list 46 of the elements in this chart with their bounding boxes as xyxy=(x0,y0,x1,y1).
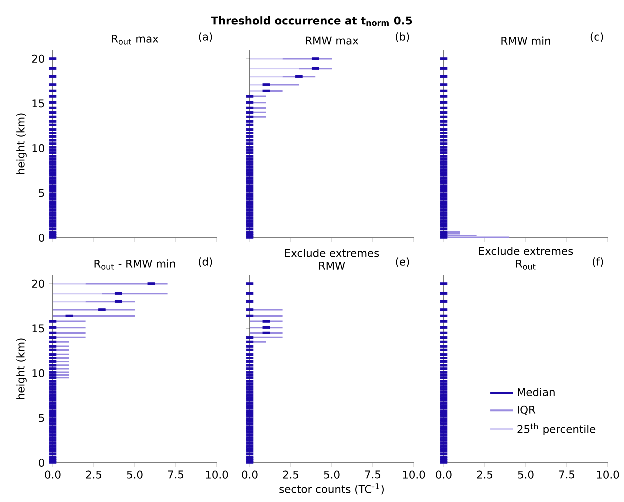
y-axis-title: height (km) xyxy=(16,114,27,174)
x-axis-title: sector counts (TC$^{-1}$) xyxy=(280,484,384,495)
chart-subtitle: RMW xyxy=(319,262,346,270)
chart-title: Exclude extremes xyxy=(479,247,574,256)
y-axis-title: height (km) xyxy=(16,338,27,400)
y-tick-label: 10 xyxy=(32,369,44,378)
chart-title: Threshold occurrence at t$_{norm}$ 0.5 xyxy=(211,16,412,26)
x-tick-label: 5.0 xyxy=(324,470,340,479)
x-tick-label: 0.0 xyxy=(242,470,258,479)
y-tick-label: 5 xyxy=(39,189,44,198)
x-tick-label: 7.5 xyxy=(168,470,184,479)
chart-title: R$_{out}$ - RMW min xyxy=(94,260,176,270)
y-tick-label: 10 xyxy=(32,144,44,152)
text: (d) xyxy=(199,258,212,268)
x-tick-label: 2.5 xyxy=(283,470,299,479)
text: (f) xyxy=(593,258,604,268)
legend-label: Median xyxy=(518,388,555,396)
y-tick-label: 0 xyxy=(39,458,44,468)
text: (a) xyxy=(199,32,212,42)
chart-title: R$_{out}$ max xyxy=(112,35,159,45)
chart-subtitle: R$_{out}$ xyxy=(516,260,536,270)
x-tick-label: 7.5 xyxy=(559,470,575,479)
y-tick-label: 15 xyxy=(32,324,44,333)
chart-title: Exclude extremes xyxy=(285,249,380,258)
y-tick-label: 20 xyxy=(32,54,44,63)
x-tick-label: 2.5 xyxy=(86,470,102,479)
chart-title: RMW min xyxy=(502,36,550,45)
x-tick-label: 5.0 xyxy=(127,470,143,479)
x-tick-label: 5.0 xyxy=(518,470,534,479)
text: (c) xyxy=(590,32,604,42)
x-tick-label: 2.5 xyxy=(477,470,493,479)
chart-subtitle: RMW max xyxy=(306,36,359,45)
x-tick-label: 0.0 xyxy=(45,470,61,479)
x-tick-label: 10.0 xyxy=(403,470,426,479)
legend-label: IQR xyxy=(518,406,536,416)
y-tick-label: 20 xyxy=(32,280,44,288)
text: (b) xyxy=(396,32,410,42)
y-tick-label: 15 xyxy=(32,100,44,108)
x-tick-label: 10.0 xyxy=(206,470,228,479)
y-tick-label: 0 xyxy=(39,234,44,242)
legend-label: 25$^{th}$ percentile xyxy=(518,423,596,436)
x-tick-label: 0.0 xyxy=(436,470,452,479)
y-tick-label: 5 xyxy=(39,414,44,422)
text: (e) xyxy=(396,258,410,268)
x-tick-label: 7.5 xyxy=(365,470,381,479)
x-tick-label: 10.0 xyxy=(597,470,620,479)
